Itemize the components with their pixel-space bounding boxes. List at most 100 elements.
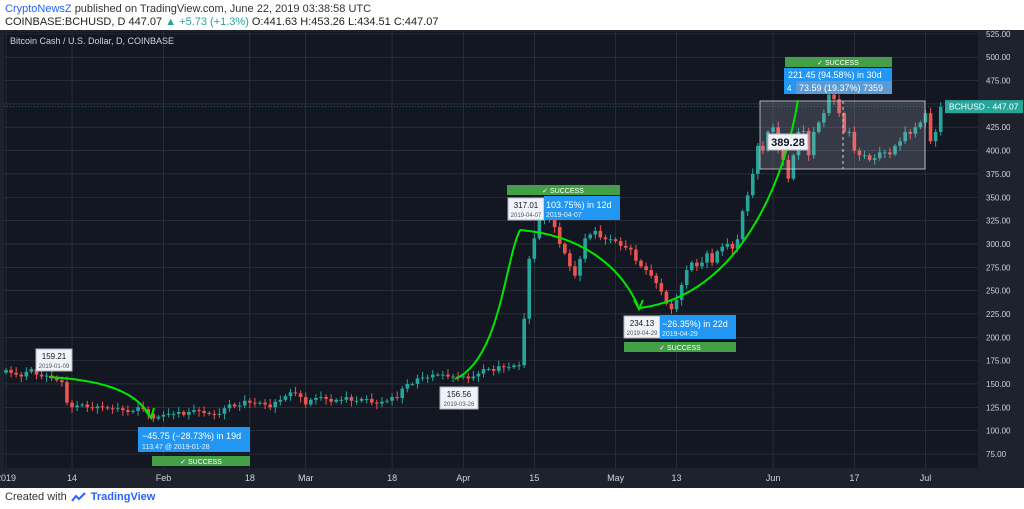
candle — [420, 377, 425, 379]
annotation-may-peak: ✓ SUCCESS 221.45 (94.58%) in 30d 4 73.59… — [767, 57, 892, 151]
candle — [171, 413, 176, 415]
candle — [817, 122, 821, 132]
y-tick-label: 100.00 — [986, 427, 1011, 436]
candle — [893, 145, 897, 155]
candle — [573, 266, 577, 276]
candle — [690, 262, 694, 271]
candle — [913, 127, 918, 134]
annotation-price: 317.01 — [514, 201, 539, 210]
annotation-price: 234.13 — [630, 319, 655, 328]
candle — [55, 377, 59, 381]
candle — [156, 416, 161, 419]
candle — [649, 270, 653, 276]
measure-lead-digit: 4 — [787, 84, 792, 93]
candle — [405, 383, 410, 389]
annotation-apr-peak: ✓ SUCCESS 317.01 2019-04-07 103.75%) in … — [507, 185, 620, 221]
candle — [684, 270, 689, 286]
candle — [141, 407, 145, 410]
candle — [182, 411, 186, 415]
publish-info: published on TradingView.com, June 22, 2… — [74, 3, 372, 15]
candle — [710, 253, 714, 263]
candle — [263, 402, 267, 405]
price-chart[interactable]: 159.21 2019-01-09 −45.75 (−28.73%) in 19… — [0, 30, 1024, 488]
candle — [293, 392, 298, 394]
y-tick-label: 475.00 — [986, 77, 1011, 86]
measure-label: −45.75 (−28.73%) in 19d — [142, 431, 241, 441]
annotation-date: 2019-03-26 — [444, 402, 475, 408]
low-value: L:434.51 — [347, 16, 391, 28]
candle — [136, 407, 140, 412]
candle — [761, 145, 765, 151]
y-tick-label: 275.00 — [986, 263, 1011, 272]
candle — [227, 404, 232, 409]
candle — [593, 230, 598, 235]
price-tag: BCHUSD - 447.07 — [945, 100, 1023, 114]
footer: Created with TradingView — [5, 491, 155, 503]
candle — [507, 367, 511, 369]
candle — [19, 374, 24, 377]
candle — [197, 410, 201, 412]
success-badge: ✓ SUCCESS — [817, 60, 859, 67]
candle — [725, 243, 730, 247]
candle — [877, 152, 882, 159]
candle — [664, 291, 669, 304]
candle — [80, 404, 84, 406]
change-value: ▲ +5.73 (+1.3%) — [165, 16, 249, 28]
y-tick-label: 175.00 — [986, 357, 1011, 366]
candle — [476, 373, 481, 377]
candle — [166, 413, 171, 415]
candle — [375, 402, 379, 404]
arrowhead-apr — [633, 299, 644, 312]
candle — [517, 365, 521, 367]
candle — [278, 399, 283, 402]
candle — [623, 245, 628, 248]
candle — [502, 366, 506, 368]
candle — [339, 399, 344, 401]
annotation-price: 159.21 — [42, 352, 67, 361]
y-tick-label: 75.00 — [986, 450, 1007, 459]
y-tick-label: 125.00 — [986, 403, 1011, 412]
annotation-mar-start: 156.56 2019-03-26 — [439, 386, 479, 410]
candle — [847, 131, 852, 133]
chart-title: Bitcoin Cash / U.S. Dollar, D, COINBASE — [10, 36, 174, 46]
candle — [720, 246, 725, 252]
created-with-label: Created with — [5, 491, 67, 503]
candle — [258, 402, 262, 404]
candle — [85, 404, 90, 408]
x-tick-label: 18 — [245, 473, 255, 483]
candle — [888, 152, 892, 155]
candle — [202, 411, 206, 413]
candle — [121, 408, 125, 411]
candle — [781, 150, 786, 160]
candle — [903, 131, 907, 142]
y-tick-label: 525.00 — [986, 30, 1011, 39]
candle — [654, 275, 659, 284]
projection-curve-apr — [519, 229, 639, 307]
x-tick-label: 13 — [672, 473, 682, 483]
candle — [232, 404, 237, 407]
x-tick-label: Jul — [920, 473, 932, 483]
y-tick-label: 350.00 — [986, 193, 1011, 202]
candle — [319, 397, 323, 399]
price-tag-label: BCHUSD - 447.07 — [949, 102, 1019, 112]
candle — [187, 411, 191, 415]
author-link[interactable]: CryptoNewsZ — [5, 3, 72, 15]
tradingview-link[interactable]: TradingView — [90, 491, 156, 503]
y-tick-label: 425.00 — [986, 123, 1011, 132]
annotation-jan-start: 159.21 2019-01-09 — [35, 348, 73, 372]
projection-curve-jan — [48, 376, 151, 417]
candle — [303, 397, 308, 405]
candle — [563, 243, 567, 254]
measure-sub-label: 2019-04-29 — [662, 331, 698, 338]
y-tick-label: 250.00 — [986, 287, 1011, 296]
candle — [552, 219, 557, 228]
candle — [862, 155, 867, 157]
annotation-apr-low: 234.13 2019-04-29 −26.35%) in 22d 2019-0… — [623, 315, 736, 352]
high-value: H:453.26 — [300, 16, 345, 28]
measure-sub-label: 113.47 @ 2019-01-28 — [142, 444, 210, 451]
candle — [644, 266, 648, 271]
candle — [395, 397, 399, 399]
candle — [771, 127, 775, 132]
success-badge: ✓ SUCCESS — [542, 188, 584, 195]
candle — [410, 383, 415, 385]
